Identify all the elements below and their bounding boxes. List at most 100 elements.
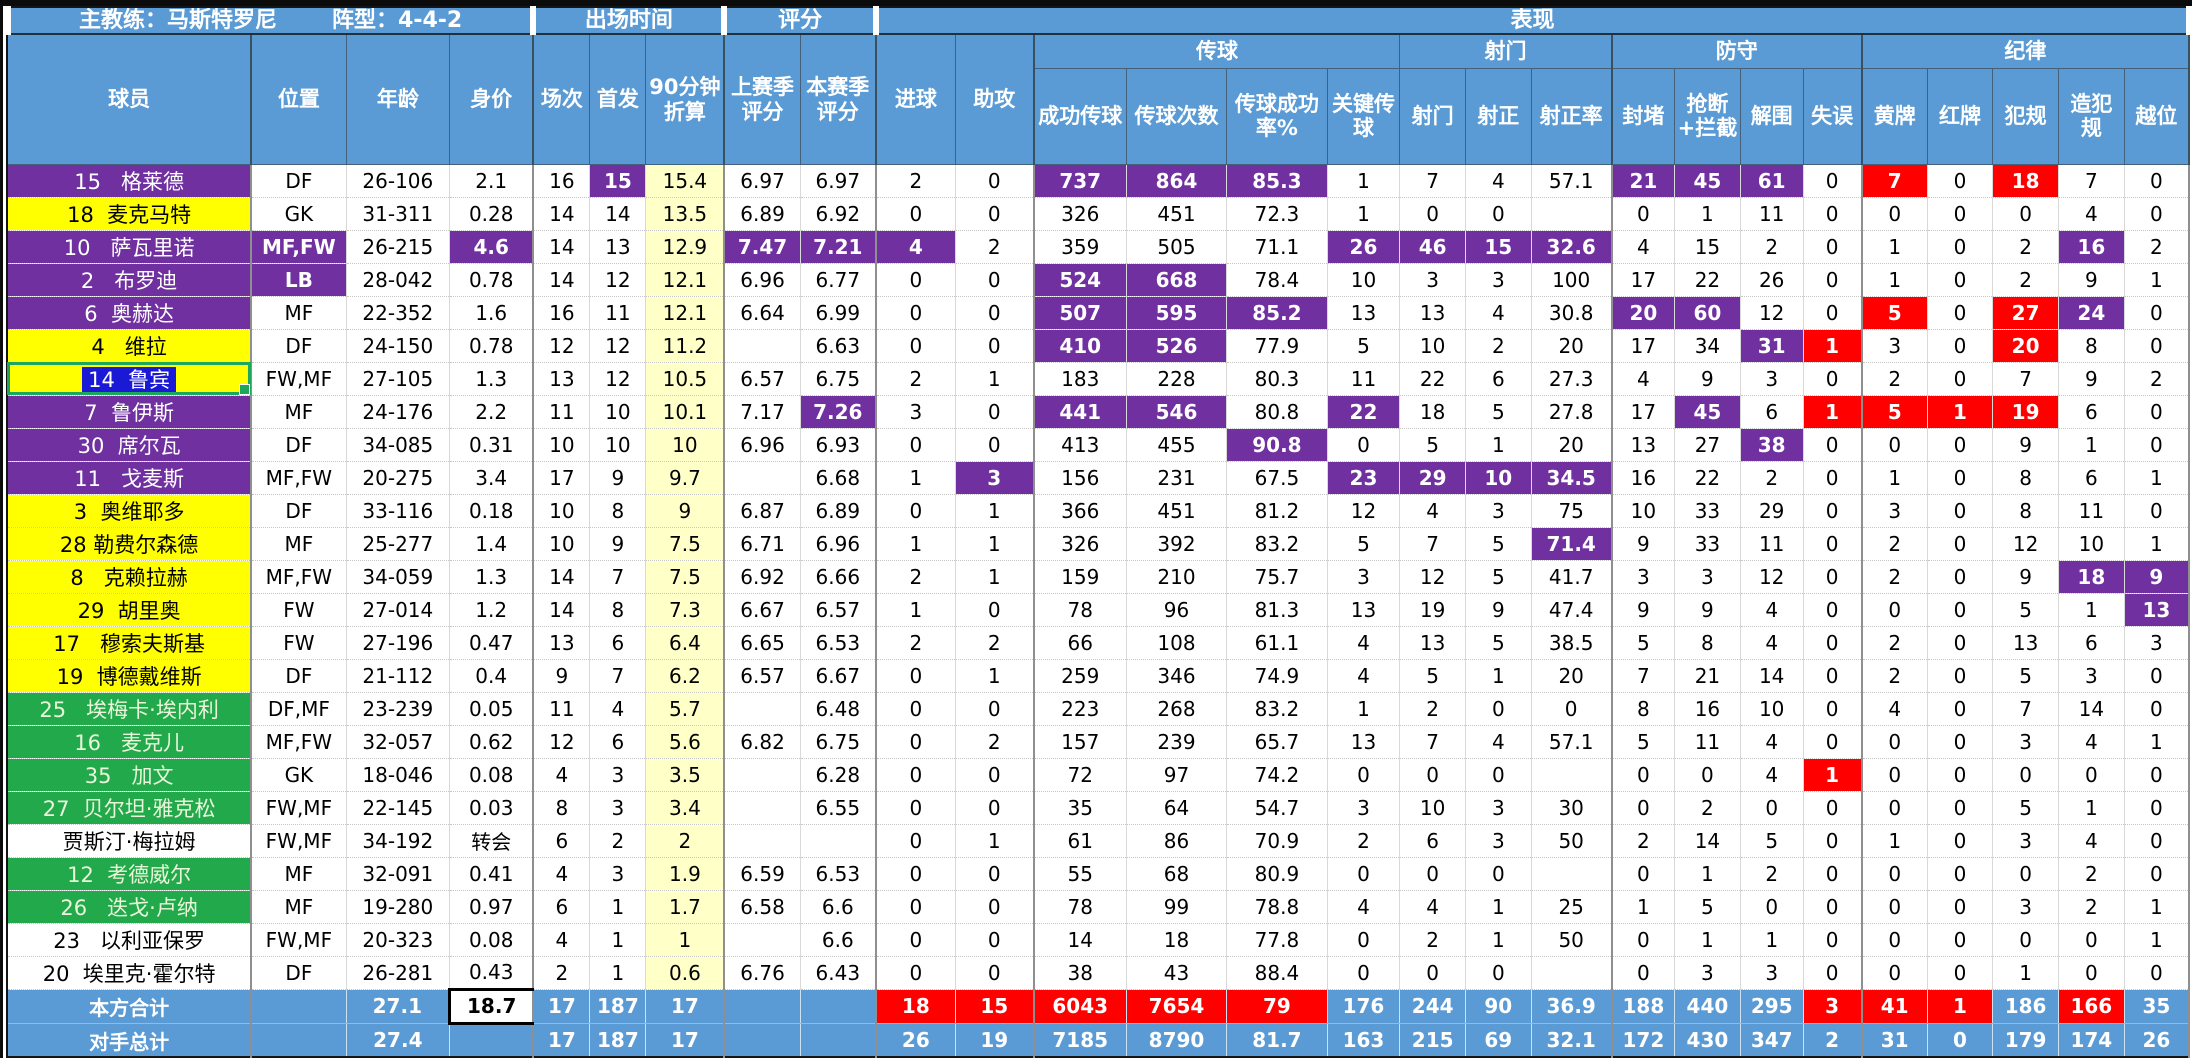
cell-pass-pct[interactable]: 74.9	[1226, 659, 1328, 693]
cell-goals[interactable]: 1	[875, 527, 956, 561]
cell-rating-cur[interactable]: 6.48	[800, 692, 877, 726]
cell-pos[interactable]: FW	[251, 626, 347, 660]
cell-blocks[interactable]: 17	[1611, 329, 1676, 363]
cell-pass-att[interactable]: 108	[1126, 626, 1228, 660]
total-rating-last[interactable]	[724, 1022, 801, 1058]
cell-errors[interactable]: 0	[1803, 923, 1863, 957]
cell-rating-cur[interactable]: 6.53	[800, 626, 877, 660]
cell-min90[interactable]: 5.7	[645, 692, 726, 726]
cell-pass-pct[interactable]: 80.9	[1226, 857, 1328, 891]
cell-pass-pct[interactable]: 83.2	[1226, 692, 1328, 726]
cell-goals[interactable]: 0	[875, 956, 956, 990]
total-pass-att[interactable]: 7654	[1126, 989, 1228, 1024]
cell-rating-cur[interactable]: 6.43	[800, 956, 877, 990]
cell-tackles-int[interactable]: 60	[1674, 296, 1741, 330]
cell-tackles-int[interactable]: 0	[1674, 758, 1741, 792]
cell-min90[interactable]: 12.1	[645, 296, 726, 330]
cell-rating-last[interactable]	[724, 791, 801, 825]
cell-apps[interactable]: 11	[533, 395, 591, 429]
cell-min90[interactable]: 13.5	[645, 197, 726, 231]
player-name-cell[interactable]: 26 迭戈·卢纳	[7, 890, 253, 924]
player-name-cell[interactable]: 30 席尔瓦	[7, 428, 253, 462]
cell-starts[interactable]: 6	[589, 626, 647, 660]
cell-rating-last[interactable]: 6.67	[724, 593, 801, 627]
cell-fouled[interactable]: 9	[2058, 362, 2125, 396]
col-header-pass-ok[interactable]: 成功传球	[1033, 67, 1127, 165]
cell-assists[interactable]: 2	[955, 230, 1035, 264]
cell-red-cards[interactable]: 1	[1927, 395, 1994, 429]
cell-yellow[interactable]: 1	[1861, 263, 1928, 297]
cell-pass-ok[interactable]: 66	[1033, 626, 1127, 660]
cell-rating-cur[interactable]: 6.28	[800, 758, 877, 792]
total-value[interactable]: 18.7	[448, 987, 535, 1025]
cell-apps[interactable]: 16	[533, 164, 591, 198]
cell-fouls[interactable]: 18	[1992, 164, 2059, 198]
col-header-rating-last[interactable]: 上赛季评分	[723, 33, 801, 165]
cell-rating-last[interactable]: 6.82	[724, 725, 801, 759]
cell-rating-last[interactable]: 6.71	[724, 527, 801, 561]
cell-rating-cur[interactable]: 6.6	[800, 923, 877, 957]
cell-yellow[interactable]: 5	[1861, 395, 1928, 429]
cell-red-cards[interactable]: 0	[1927, 560, 1994, 594]
cell-key-pass[interactable]: 5	[1327, 527, 1401, 561]
cell-pos[interactable]: FW,MF	[251, 824, 347, 858]
cell-tackles-int[interactable]: 33	[1674, 527, 1741, 561]
cell-rating-last[interactable]	[724, 692, 801, 726]
cell-on-target-pct[interactable]: 27.3	[1531, 362, 1613, 396]
cell-min90[interactable]: 1	[645, 923, 726, 957]
total-tackles-int[interactable]: 430	[1674, 1022, 1741, 1058]
cell-key-pass[interactable]: 13	[1327, 296, 1401, 330]
cell-yellow[interactable]: 0	[1861, 758, 1928, 792]
cell-apps[interactable]: 13	[533, 362, 591, 396]
total-on-target[interactable]: 90	[1465, 989, 1532, 1024]
cell-rating-cur[interactable]: 6.99	[800, 296, 877, 330]
cell-fouls[interactable]: 5	[1992, 791, 2059, 825]
cell-pass-pct[interactable]: 90.8	[1226, 428, 1328, 462]
cell-age[interactable]: 26-281	[346, 956, 451, 990]
cell-blocks[interactable]: 1	[1611, 890, 1676, 924]
cell-pass-ok[interactable]: 326	[1033, 527, 1127, 561]
cell-age[interactable]: 26-106	[346, 164, 451, 198]
cell-on-target[interactable]: 0	[1465, 758, 1532, 792]
cell-apps[interactable]: 4	[533, 923, 591, 957]
total-pass-ok[interactable]: 7185	[1033, 1022, 1127, 1058]
cell-blocks[interactable]: 0	[1611, 197, 1676, 231]
cell-red-cards[interactable]: 0	[1927, 890, 1994, 924]
cell-apps[interactable]: 14	[533, 230, 591, 264]
cell-starts[interactable]: 12	[589, 263, 647, 297]
cell-assists[interactable]: 1	[955, 494, 1035, 528]
cell-starts[interactable]: 3	[589, 758, 647, 792]
cell-apps[interactable]: 4	[533, 758, 591, 792]
cell-fouled[interactable]: 2	[2058, 857, 2125, 891]
cell-goals[interactable]: 0	[875, 296, 956, 330]
cell-fouled[interactable]: 0	[2058, 758, 2125, 792]
cell-starts[interactable]: 15	[589, 164, 647, 198]
cell-yellow[interactable]: 0	[1861, 956, 1928, 990]
cell-on-target[interactable]: 6	[1465, 362, 1532, 396]
cell-pass-ok[interactable]: 38	[1033, 956, 1127, 990]
cell-pass-pct[interactable]: 85.3	[1226, 164, 1328, 198]
cell-offside[interactable]: 0	[2124, 857, 2190, 891]
cell-apps[interactable]: 6	[533, 824, 591, 858]
cell-apps[interactable]: 4	[533, 857, 591, 891]
cell-offside[interactable]: 0	[2124, 329, 2190, 363]
cell-shots[interactable]: 13	[1399, 626, 1467, 660]
cell-key-pass[interactable]: 1	[1327, 197, 1401, 231]
cell-rating-cur[interactable]: 6.92	[800, 197, 877, 231]
cell-pass-att[interactable]: 231	[1126, 461, 1228, 495]
cell-rating-last[interactable]: 6.76	[724, 956, 801, 990]
cell-pass-ok[interactable]: 55	[1033, 857, 1127, 891]
cell-fouled[interactable]: 9	[2058, 263, 2125, 297]
cell-pass-pct[interactable]: 80.3	[1226, 362, 1328, 396]
cell-yellow[interactable]: 2	[1861, 362, 1928, 396]
cell-pass-ok[interactable]: 35	[1033, 791, 1127, 825]
col-header-apps[interactable]: 场次	[532, 33, 591, 165]
total-fouls[interactable]: 186	[1992, 989, 2059, 1024]
cell-pass-att[interactable]: 505	[1126, 230, 1228, 264]
cell-red-cards[interactable]: 0	[1927, 824, 1994, 858]
cell-yellow[interactable]: 2	[1861, 659, 1928, 693]
cell-pos[interactable]: MF	[251, 395, 347, 429]
cell-fouls[interactable]: 13	[1992, 626, 2059, 660]
cell-errors[interactable]: 0	[1803, 560, 1863, 594]
cell-clearances[interactable]: 11	[1740, 197, 1804, 231]
